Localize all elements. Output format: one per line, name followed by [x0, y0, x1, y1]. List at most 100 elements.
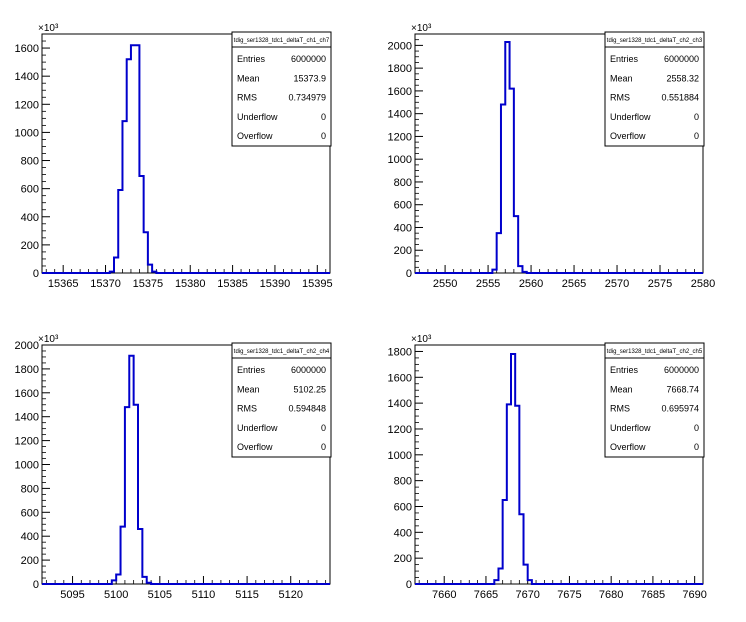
stats-box: tdig_ser1328_tdc1_deltaT_ch2_ch5 Entries 6…: [604, 342, 705, 458]
stats-value: 0.594848: [288, 404, 326, 414]
stats-value: 15373.9: [293, 73, 326, 83]
x-tick-label: 15370: [90, 278, 121, 290]
stats-box: tdig_ser1328_tdc1_deltaT_ch2_ch3 Entries 6…: [604, 31, 705, 147]
stats-box: tdig_ser1328_tdc1_deltaT_ch2_ch4 Entries 6…: [231, 342, 332, 458]
stats-label: Overflow: [237, 442, 273, 452]
stats-value: 0: [321, 423, 326, 433]
stats-label: RMS: [237, 93, 257, 103]
stats-label: Overflow: [610, 131, 646, 141]
stats-label: Overflow: [610, 442, 646, 452]
y-tick-label: 400: [394, 527, 412, 539]
x-tick-label: 5100: [104, 589, 128, 601]
y-tick-label: 600: [394, 501, 412, 513]
stats-value: 0.695974: [661, 404, 699, 414]
x-tick-label: 5110: [192, 589, 216, 601]
y-multiplier-label: ×10³: [411, 23, 432, 34]
y-tick-label: 1600: [388, 86, 412, 98]
stats-value: 0: [321, 112, 326, 122]
x-tick-label: 2560: [519, 278, 543, 290]
y-tick-label: 200: [21, 555, 39, 567]
x-tick-label: 7680: [599, 589, 623, 601]
stats-value: 5102.25: [293, 384, 326, 394]
histogram-line: [42, 354, 330, 585]
x-tick-label: 15380: [175, 278, 206, 290]
y-tick-label: 400: [21, 212, 39, 224]
x-tick-label: 2555: [476, 278, 500, 290]
y-tick-label: 2000: [15, 340, 39, 352]
y-tick-label: 400: [394, 222, 412, 234]
x-tick-label: 15390: [260, 278, 291, 290]
y-tick-label: 0: [406, 579, 412, 591]
stats-value: 0: [321, 131, 326, 141]
y-multiplier-label: ×10³: [38, 334, 59, 345]
x-tick-label: 15365: [48, 278, 79, 290]
x-tick-label: 5105: [148, 589, 172, 601]
y-tick-label: 0: [33, 579, 39, 591]
x-tick-label: 7685: [641, 589, 665, 601]
stats-label: Entries: [237, 54, 266, 64]
y-tick-label: 1600: [15, 388, 39, 400]
stats-value: 6000000: [664, 54, 699, 64]
y-tick-label: 400: [21, 531, 39, 543]
x-tick-label: 7660: [432, 589, 456, 601]
stats-title: tdig_ser1328_tdc1_deltaT_ch2_ch5: [607, 349, 703, 355]
stats-value: 0: [694, 423, 699, 433]
stats-title: tdig_ser1328_tdc1_deltaT_ch2_ch4: [234, 349, 330, 355]
y-tick-label: 1800: [15, 364, 39, 376]
histogram-line: [42, 44, 330, 274]
x-tick-label: 7665: [474, 589, 498, 601]
stats-label: Underflow: [237, 112, 278, 122]
histogram-panel-1: 15365 15370 15375 15380 15385 15390 15395 0 200 4…: [15, 23, 333, 290]
x-tick-label: 2575: [648, 278, 672, 290]
stats-label: Entries: [610, 54, 639, 64]
x-tick-label: 15375: [133, 278, 164, 290]
y-tick-label: 1400: [15, 71, 39, 83]
y-tick-label: 0: [406, 268, 412, 280]
histogram-line: [415, 353, 703, 585]
x-tick-label: 15395: [302, 278, 333, 290]
histogram-panel-4: 7660 7665 7670 7675 7680 7685 7690 0 200 400 600 80…: [388, 334, 707, 601]
y-tick-label: 1200: [15, 436, 39, 448]
stats-value: 0: [694, 112, 699, 122]
histogram-panel-2: 2550 2555 2560 2565 2570 2575 2580 0 200 400 600 80…: [388, 23, 716, 290]
y-multiplier-label: ×10³: [411, 334, 432, 345]
y-tick-label: 600: [21, 507, 39, 519]
y-tick-label: 800: [394, 476, 412, 488]
y-tick-label: 1800: [388, 63, 412, 75]
y-tick-label: 1000: [388, 450, 412, 462]
y-tick-label: 1000: [15, 127, 39, 139]
y-tick-label: 1000: [15, 460, 39, 472]
stats-label: Mean: [237, 73, 260, 83]
y-tick-label: 600: [21, 184, 39, 196]
y-tick-label: 1600: [388, 372, 412, 384]
stats-box-frame: [231, 342, 332, 458]
stats-label: Mean: [237, 384, 260, 394]
y-tick-label: 800: [21, 156, 39, 168]
y-tick-label: 1400: [388, 398, 412, 410]
stats-value: 6000000: [291, 54, 326, 64]
stats-label: RMS: [237, 404, 257, 414]
histogram-panel-3: 5095 5100 5105 5110 5115 5120 0 200 400 600 800 100…: [15, 334, 332, 601]
stats-value: 0: [694, 442, 699, 452]
y-tick-label: 1800: [388, 346, 412, 358]
stats-box: tdig_ser1328_tdc1_deltaT_ch1_ch7 Entries 6…: [231, 31, 332, 147]
y-tick-label: 200: [21, 240, 39, 252]
x-tick-label: 2565: [562, 278, 586, 290]
y-tick-label: 1200: [15, 99, 39, 111]
x-tick-label: 2580: [691, 278, 715, 290]
y-tick-label: 0: [33, 268, 39, 280]
y-tick-label: 1400: [388, 109, 412, 121]
stats-label: Entries: [237, 365, 266, 375]
stats-value: 0.551884: [661, 93, 699, 103]
y-tick-label: 1200: [388, 424, 412, 436]
stats-box-frame: [604, 31, 705, 147]
stats-label: Underflow: [610, 112, 651, 122]
y-tick-label: 200: [394, 245, 412, 257]
stats-label: RMS: [610, 93, 630, 103]
y-tick-label: 1400: [15, 412, 39, 424]
y-tick-label: 800: [21, 483, 39, 495]
y-tick-label: 1600: [15, 43, 39, 55]
stats-value: 6000000: [291, 365, 326, 375]
y-tick-label: 2000: [388, 40, 412, 52]
